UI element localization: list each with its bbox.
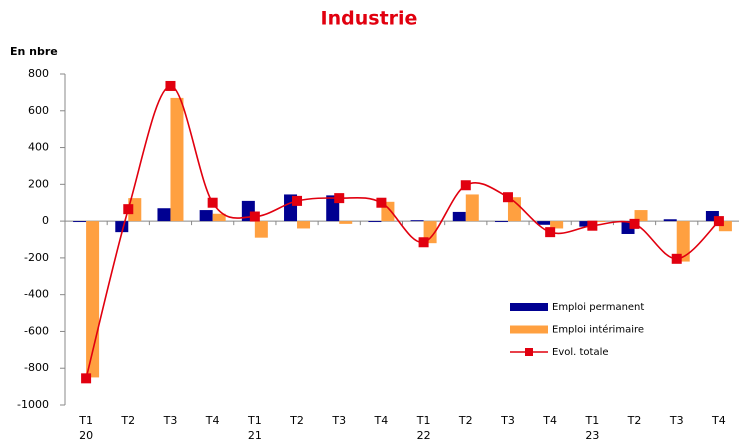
- x-tick-label: T3: [163, 414, 178, 427]
- x-year-label: 21: [248, 429, 262, 442]
- bar: [663, 219, 677, 222]
- line-marker: [123, 204, 134, 215]
- bar: [199, 210, 213, 222]
- legend-swatch: [510, 303, 548, 311]
- bar: [170, 97, 184, 222]
- y-tick-label: -200: [24, 251, 49, 264]
- bar: [212, 213, 226, 222]
- bar: [592, 221, 606, 223]
- x-tick-label: T1: [78, 414, 93, 427]
- legend-label: Emploi intérimaire: [552, 324, 644, 336]
- x-tick-label: T1: [584, 414, 599, 427]
- line-marker: [376, 197, 387, 208]
- bar: [465, 194, 479, 222]
- bar: [339, 221, 353, 224]
- y-tick-label: -400: [24, 288, 49, 301]
- x-tick-label: T3: [669, 414, 684, 427]
- line-marker: [629, 218, 640, 229]
- x-year-label: 20: [79, 429, 93, 442]
- x-tick-label: T4: [711, 414, 726, 427]
- line-marker: [713, 216, 724, 227]
- bar: [507, 197, 521, 222]
- x-tick-label: T3: [500, 414, 515, 427]
- bar: [550, 221, 564, 229]
- legend-swatch: [510, 325, 548, 334]
- x-tick-label: T4: [205, 414, 220, 427]
- bar: [128, 198, 142, 222]
- bar: [634, 210, 648, 222]
- x-tick-label: T2: [120, 414, 135, 427]
- y-tick-label: 200: [28, 177, 49, 190]
- line-marker: [545, 227, 556, 238]
- y-tick-label: 800: [28, 67, 49, 80]
- line-marker: [671, 253, 682, 264]
- chart-title: Industrie: [321, 8, 418, 30]
- line-marker: [249, 211, 260, 222]
- y-tick-label: -600: [24, 324, 49, 337]
- bar: [676, 221, 690, 262]
- x-tick-label: T2: [627, 414, 642, 427]
- bar: [579, 221, 593, 227]
- bar: [452, 211, 466, 222]
- bar: [494, 221, 508, 223]
- line-marker: [81, 373, 92, 384]
- y-tick-label: -1000: [17, 398, 49, 411]
- y-tick-label: 400: [28, 141, 49, 154]
- y-tick-label: 0: [42, 214, 49, 227]
- line-marker: [418, 237, 429, 248]
- bar: [297, 221, 311, 229]
- bar: [368, 221, 382, 223]
- x-tick-label: T2: [458, 414, 473, 427]
- x-tick-label: T2: [289, 414, 304, 427]
- line-marker: [587, 220, 598, 231]
- bar: [705, 210, 719, 222]
- bar: [157, 208, 171, 222]
- legend-label: Emploi permanent: [552, 302, 644, 313]
- line-marker: [292, 195, 303, 206]
- bar: [115, 221, 129, 233]
- line-marker: [334, 193, 345, 204]
- bar: [410, 220, 424, 222]
- bar: [254, 221, 268, 238]
- y-axis-label: En nbre: [10, 45, 58, 58]
- legend-swatch: [525, 348, 533, 356]
- line-marker: [207, 197, 218, 208]
- x-tick-label: T4: [542, 414, 557, 427]
- x-year-label: 23: [585, 429, 599, 442]
- line-marker: [460, 180, 471, 191]
- x-tick-label: T1: [416, 414, 431, 427]
- bar: [537, 221, 551, 225]
- line-marker: [165, 80, 176, 91]
- y-tick-label: 600: [28, 104, 49, 117]
- bar: [718, 221, 732, 232]
- x-year-label: 22: [417, 429, 431, 442]
- y-tick-label: -800: [24, 361, 49, 374]
- bar: [73, 221, 87, 223]
- line-marker: [502, 192, 513, 203]
- x-tick-label: T4: [374, 414, 389, 427]
- x-tick-label: T3: [331, 414, 346, 427]
- x-tick-label: T1: [247, 414, 262, 427]
- legend-label: Evol. totale: [552, 347, 609, 358]
